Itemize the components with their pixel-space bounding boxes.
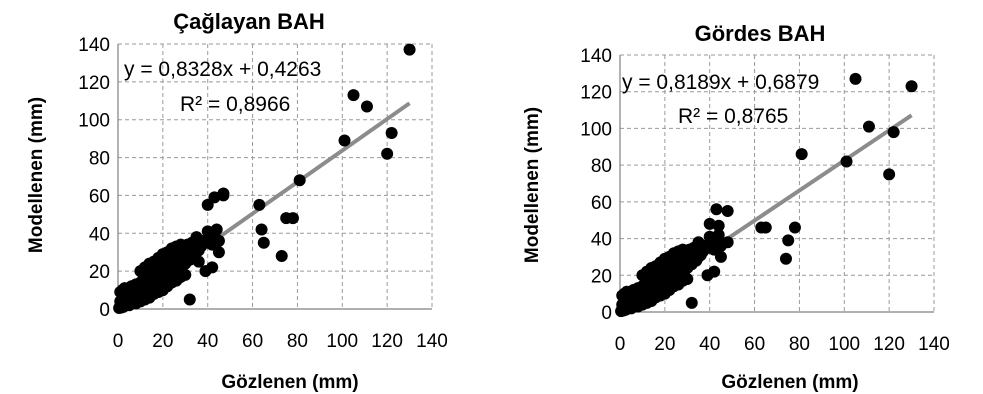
y-tick-labels: 0 20 40 60 80 100 120 140 [78,35,110,321]
data-point [360,100,373,113]
y-tick-label: 40 [591,230,612,251]
data-point [183,293,196,306]
r-squared: R² = 0,8966 [180,93,290,116]
data-point [710,203,723,216]
y-tick-label: 40 [89,224,110,245]
data-point [708,265,721,278]
y-tick-label: 140 [580,46,612,67]
data-point [293,174,306,187]
data-point [849,72,862,85]
scatter-points [113,43,416,315]
chart-title: Çağlayan BAH [173,9,325,34]
data-point [212,234,225,247]
data-point [217,189,230,202]
chart-title: Gördes BAH [695,21,826,46]
data-point [703,217,716,230]
y-tick-label: 80 [89,149,110,170]
y-tick-label: 120 [78,73,110,94]
x-tick-label: 120 [873,334,905,355]
x-tick-label: 20 [152,331,173,352]
x-tick-label: 100 [828,334,860,355]
data-point [174,238,187,251]
y-tick-label: 0 [601,303,612,324]
data-point [712,219,725,232]
scatter-points [615,72,918,318]
y-tick-label: 80 [591,156,612,177]
data-point [179,268,192,281]
data-point [788,221,801,234]
x-tick-label: 80 [287,331,308,352]
x-tick-label: 60 [744,334,765,355]
plot-frame [619,55,934,313]
regression-equation: y = 0,8189x + 0,6879 [622,71,819,94]
data-point [681,272,694,285]
y-tick-label: 100 [78,111,110,132]
x-tick-label: 60 [242,331,263,352]
data-point [714,250,727,263]
data-point [905,80,918,93]
grid-lines [620,54,935,312]
data-point [403,43,416,56]
data-point [192,255,205,268]
x-tick-labels: 0 20 40 60 80 100 120 140 [615,334,950,355]
plot-frame [117,44,432,310]
data-point [779,252,792,265]
data-point [883,168,896,181]
x-axis-label: Gözlenen (mm) [221,372,358,393]
data-point [347,89,360,102]
data-point [840,155,853,168]
regression-equation: y = 0,8328x + 0,4263 [124,58,321,81]
x-tick-label: 20 [654,334,675,355]
x-tick-label: 80 [789,334,810,355]
y-axis-label: Modellenen (mm) [26,97,47,253]
data-point [206,261,219,274]
x-tick-label: 0 [113,331,124,352]
x-tick-label: 100 [326,331,358,352]
y-tick-label: 60 [591,193,612,214]
data-point [887,126,900,139]
data-point [212,246,225,259]
y-tick-label: 20 [591,266,612,287]
data-point [253,198,266,211]
y-tick-label: 20 [89,262,110,283]
chart-caglayan: Çağlayan BAH 0 20 40 60 80 100 120 140 0 20 40 60 8… [26,9,448,393]
x-tick-label: 120 [371,331,403,352]
data-point [721,236,734,249]
data-point [862,120,875,133]
x-tick-label: 140 [416,331,448,352]
data-point [385,126,398,139]
data-point [795,148,808,161]
data-point [759,221,772,234]
data-point [275,250,288,262]
chart-gordes: Gördes BAH 0 20 40 60 80 100 120 140 0 20 40 60 80 1… [522,21,950,393]
data-point [685,296,698,309]
x-tick-label: 0 [615,334,626,355]
data-point [257,236,270,249]
data-point [255,223,268,236]
x-tick-label: 40 [699,334,720,355]
x-tick-labels: 0 20 40 60 80 100 120 140 [113,331,448,352]
y-axis-label: Modellenen (mm) [522,107,543,263]
y-tick-labels: 0 20 40 60 80 100 120 140 [580,46,612,324]
y-tick-label: 140 [78,35,110,56]
data-point [721,205,734,218]
x-axis-label: Gözlenen (mm) [721,372,858,393]
y-tick-label: 100 [580,119,612,140]
data-point [210,223,223,236]
data-point [286,212,299,225]
y-tick-label: 120 [580,83,612,104]
y-tick-label: 60 [89,186,110,207]
data-point [338,134,351,147]
data-point [208,191,221,204]
y-tick-label: 0 [99,300,110,321]
data-point [712,228,725,241]
x-tick-label: 140 [918,334,950,355]
x-tick-label: 40 [197,331,218,352]
r-squared: R² = 0,8765 [678,105,788,128]
data-point [381,147,394,160]
data-point [782,234,795,247]
data-point [676,243,689,256]
